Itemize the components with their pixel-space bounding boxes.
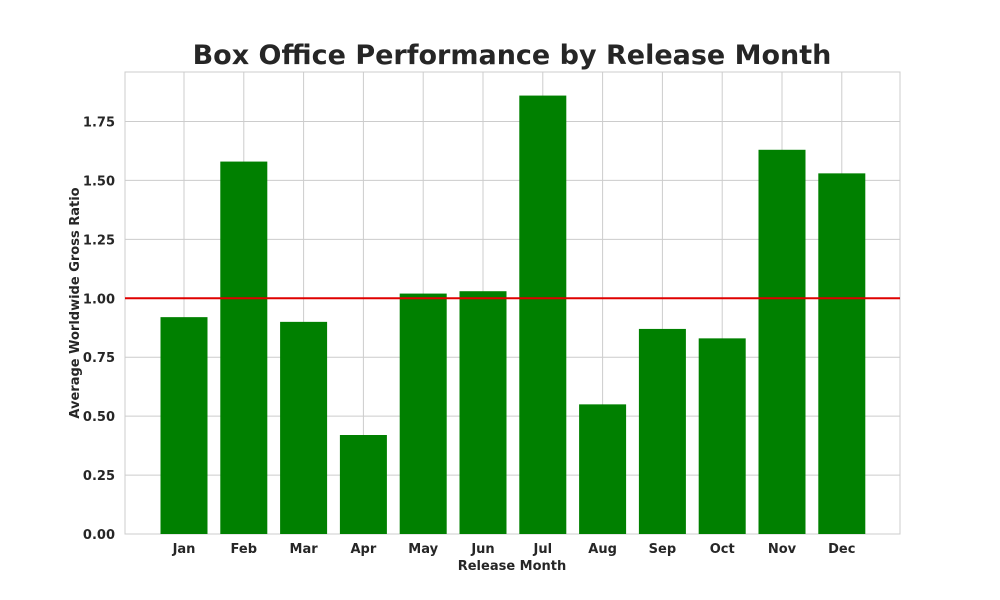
y-tick-label: 0.75: [83, 351, 115, 366]
bar-oct: [698, 338, 746, 534]
x-tick-label-jun: Jun: [470, 542, 494, 557]
bar-may: [399, 293, 447, 534]
y-tick-label: 1.75: [83, 116, 115, 131]
chart-title: Box Office Performance by Release Month: [193, 40, 832, 71]
x-tick-label-jan: Jan: [172, 542, 196, 557]
plot-area: [124, 71, 901, 535]
bar-aug: [579, 404, 627, 534]
x-tick-label-apr: Apr: [351, 542, 377, 557]
y-tick-label: 0.25: [83, 469, 115, 484]
bar-mar: [280, 321, 328, 534]
x-tick-label-mar: Mar: [290, 542, 319, 557]
x-tick-label-sep: Sep: [649, 542, 677, 557]
x-tick-label-dec: Dec: [828, 542, 855, 557]
x-tick-label-jul: Jul: [533, 542, 553, 557]
y-axis-label: Average Worldwide Gross Ratio: [68, 187, 83, 418]
bar-feb: [220, 161, 268, 535]
x-axis-label: Release Month: [458, 559, 567, 574]
bar-nov: [758, 149, 806, 535]
bar-apr: [339, 435, 387, 534]
y-tick-label: 0.00: [83, 528, 115, 543]
x-tick-label-feb: Feb: [231, 542, 257, 557]
bars: [160, 95, 866, 535]
x-tick-label-oct: Oct: [710, 542, 735, 557]
bar-jul: [519, 95, 567, 535]
x-axis-ticks: Jan Feb Mar Apr May Jun Jul Aug Sep Oct Nov Dec: [172, 542, 856, 557]
x-tick-label-nov: Nov: [768, 542, 797, 557]
y-axis-ticks: 0.00 0.25 0.50 0.75 1.00 1.25 1.50 1.75: [83, 116, 115, 544]
x-tick-label-aug: Aug: [588, 542, 617, 557]
y-tick-label: 1.50: [83, 174, 115, 189]
x-tick-label-may: May: [408, 542, 438, 557]
bar-dec: [818, 173, 866, 534]
y-tick-label: 1.25: [83, 233, 115, 248]
y-tick-label: 1.00: [83, 292, 115, 307]
bar-jan: [160, 317, 208, 534]
y-tick-label: 0.50: [83, 410, 115, 425]
bar-sep: [638, 328, 686, 534]
bar-jun: [459, 291, 507, 534]
